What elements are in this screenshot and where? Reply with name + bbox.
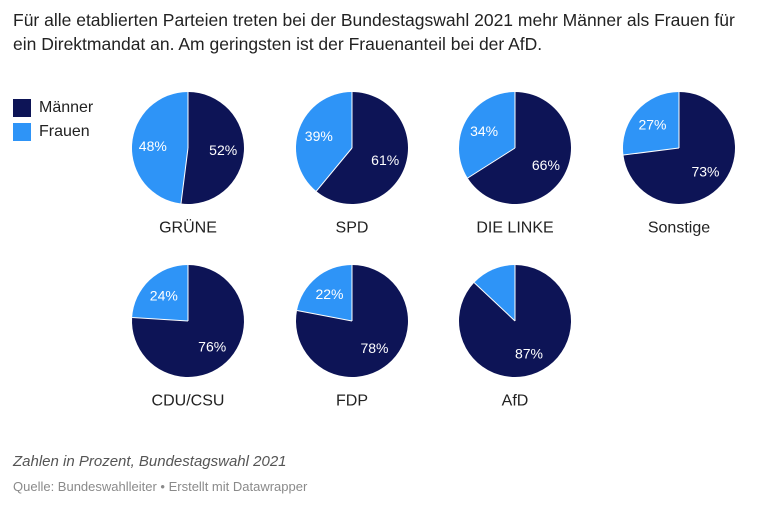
party-label-die-linke: DIE LINKE [476,220,553,237]
party-label-spd: SPD [336,220,369,237]
pie-separator-sonstige [623,147,680,156]
pie-separator-cdu-csu [132,316,189,322]
party-label-sonstige: Sonstige [648,220,710,237]
chart-title: Für alle etablierten Parteien treten bei… [13,10,735,54]
legend-item-frauen: Frauen [13,121,93,143]
chart-note: Zahlen in Prozent, Bundestagswahl 2021 [13,453,287,470]
pie-slice-frauen-grüne [131,92,188,204]
data-label-frauen-die-linke: 34% [470,123,498,139]
data-label-maenner-grüne: 52% [209,142,237,158]
pie-slice-frauen-sonstige [622,92,679,156]
pie-slice-maenner-die-linke [467,92,572,204]
party-label-fdp: FDP [336,393,368,410]
pie-separator-grüne [180,147,189,204]
legend-swatch-frauen [13,123,31,141]
pie-slice-maenner-spd [316,92,408,205]
pie-separator-afd [473,282,516,322]
data-label-maenner-cdu-csu: 76% [198,339,226,355]
pie-separator-fdp [296,310,353,322]
party-label-afd: AfD [502,393,529,410]
data-label-frauen-cdu-csu: 24% [150,287,178,303]
pie-slice-frauen-afd [474,265,515,321]
legend-swatch-maenner [13,99,31,117]
party-label-cdu-csu: CDU/CSU [152,393,225,410]
data-label-frauen-spd: 39% [305,128,333,144]
party-label-grüne: GRÜNE [159,219,217,237]
pie-slice-frauen-spd [295,92,352,192]
data-label-frauen-grüne: 48% [139,138,167,154]
data-label-maenner-fdp: 78% [360,340,388,356]
legend-item-maenner: Männer [13,97,93,119]
legend-label-frauen: Frauen [39,123,90,140]
pie-separator-die-linke [467,147,516,179]
data-label-maenner-afd: 87% [515,345,543,361]
data-label-maenner-die-linke: 66% [532,157,560,173]
chart-source: Quelle: Bundeswahlleiter • Erstellt mit … [13,479,308,494]
data-label-frauen-sonstige: 27% [638,117,666,133]
pie-slice-frauen-cdu-csu [132,265,188,321]
pie-separator-spd [315,147,353,192]
data-label-maenner-spd: 61% [371,152,399,168]
legend-label-maenner: Männer [39,99,94,116]
data-label-frauen-fdp: 22% [315,286,343,302]
pie-slice-frauen-fdp [296,265,352,321]
data-label-maenner-sonstige: 73% [691,163,719,179]
pie-slice-maenner-grüne [180,92,244,204]
legend: Männer Frauen [13,97,93,145]
